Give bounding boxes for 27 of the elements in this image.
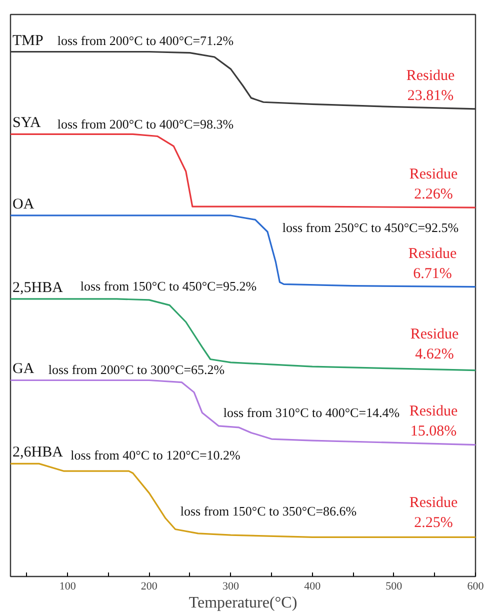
annotation: Residue 15.08%	[409, 404, 458, 440]
series-label: GA	[12, 361, 34, 378]
x-axis-title: Temperature(°C)	[188, 594, 298, 612]
x-tick-label: 300	[222, 580, 240, 592]
x-tick-label: 500	[386, 580, 403, 592]
series-label: TMP	[12, 32, 44, 49]
annotation: loss from 200°C to 300°C=65.2%	[48, 362, 225, 377]
series-label: 2,6HBA	[12, 444, 64, 461]
series-label: SYA	[12, 115, 42, 132]
x-tick-label: 100	[59, 580, 76, 592]
annotation: loss from 150°C to 350°C=86.6%	[180, 504, 357, 519]
x-tick-label: 600	[467, 580, 484, 592]
annotation: loss from 310°C to 400°C=14.4%	[223, 405, 400, 420]
x-tick-label: 200	[140, 580, 158, 592]
annotation: Residue 4.62%	[410, 326, 460, 362]
text: loss from 200°C to 400°C=71.2%	[57, 33, 234, 48]
annotation: Residue 23.81%	[406, 68, 456, 104]
annotation: Residue 6.71%	[408, 246, 458, 282]
annotation: loss from 150°C to 450°C=95.2%	[80, 278, 257, 294]
annotation: Residue 2.26%	[409, 166, 458, 202]
series-label: 2,5HBA	[12, 280, 64, 296]
annotation: loss from 200°C to 400°C=98.3%	[57, 116, 234, 132]
annotation: loss from 40°C to 120°C=10.2%	[70, 447, 241, 462]
x-tick-label: 400	[304, 580, 322, 592]
series-label: OA	[12, 196, 34, 212]
annotation: loss from 250°C to 450°C=92.5%	[282, 220, 459, 236]
annotation: Residue 2.25%	[409, 495, 458, 532]
